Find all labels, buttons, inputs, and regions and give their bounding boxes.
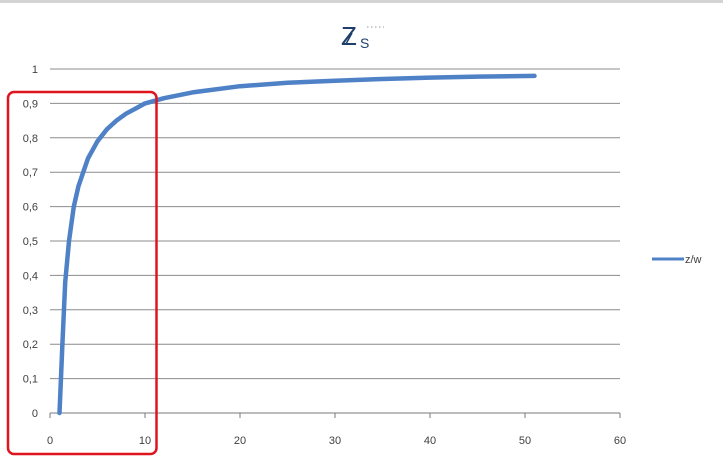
x-tick-label: 20 <box>234 435 246 447</box>
x-tick-label: 60 <box>614 435 626 447</box>
y-tick-label: 0,5 <box>23 236 38 248</box>
y-tick-label: 0,1 <box>23 374 38 386</box>
title-slash-mark <box>345 32 353 45</box>
chart-title-main: Z <box>341 21 357 51</box>
x-tick-labels: 0 10 20 30 40 50 60 <box>47 435 626 447</box>
x-tick-label: 50 <box>519 435 531 447</box>
y-tick-labels: 0 0,1 0,2 0,3 0,4 0,5 0,6 0,7 0,8 0,9 1 <box>23 64 38 420</box>
highlight-layer <box>6 90 158 456</box>
series-layer <box>57 73 537 416</box>
y-tick-label: 1 <box>32 64 38 76</box>
y-tick-label: 0,4 <box>23 270 38 282</box>
x-tick-label: 0 <box>47 435 53 447</box>
chart-title-sub: S <box>360 35 369 51</box>
x-tick-label: 30 <box>329 435 341 447</box>
series-line-zw <box>57 73 537 416</box>
legend-label-zw: z/w <box>685 254 702 266</box>
y-tick-label: 0 <box>32 408 38 420</box>
y-tick-label: 0,9 <box>23 98 38 110</box>
highlight-box <box>6 90 158 456</box>
chart-title: Z S <box>341 21 384 51</box>
grid-layer <box>49 68 621 418</box>
y-tick-label: 0,6 <box>23 202 38 214</box>
x-tick-label: 10 <box>139 435 151 447</box>
y-tick-label: 0,3 <box>23 305 38 317</box>
y-tick-label: 0,2 <box>23 339 38 351</box>
legend: z/w <box>652 254 702 266</box>
y-tick-label: 0,8 <box>23 133 38 145</box>
x-tick-label: 40 <box>424 435 436 447</box>
top-border <box>0 0 723 3</box>
y-tick-label: 0,7 <box>23 167 38 179</box>
